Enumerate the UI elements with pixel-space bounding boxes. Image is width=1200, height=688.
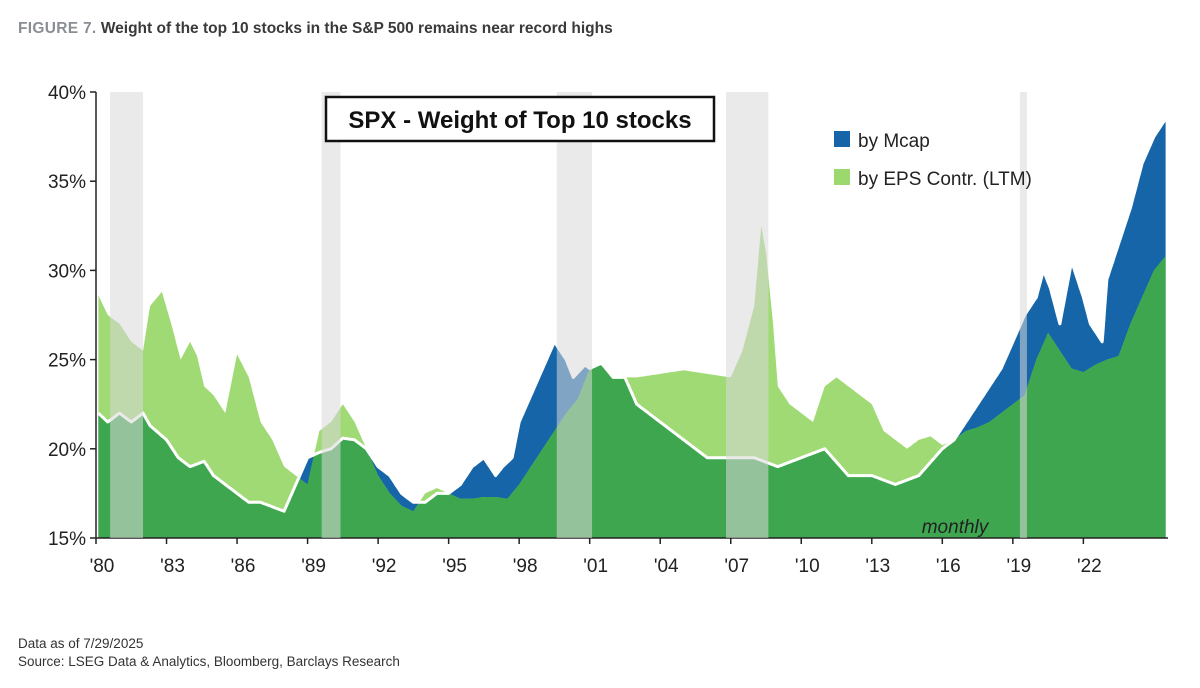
legend-label-mcap: by Mcap — [858, 131, 930, 152]
x-tick-label: '83 — [160, 556, 185, 577]
source-note: Source: LSEG Data & Analytics, Bloomberg… — [18, 654, 400, 669]
x-tick-label: '86 — [231, 556, 256, 577]
data-as-of: Data as of 7/29/2025 — [18, 636, 144, 651]
y-ticks: 15% 20% 25% 30% 35% 40% — [48, 83, 96, 550]
y-tick-label: 40% — [48, 83, 86, 104]
x-ticks: '80 '83 '86 '89 '92 '95 '98 '01 '04 '07 '10 '13 '16 '… — [90, 538, 1102, 577]
recession-band — [321, 92, 341, 538]
y-tick-label: 35% — [48, 172, 86, 193]
x-tick-label: '89 — [301, 556, 326, 577]
x-tick-label: '22 — [1077, 556, 1102, 577]
legend-swatch-eps — [834, 169, 850, 185]
figure-heading: Weight of the top 10 stocks in the S&P 5… — [100, 20, 613, 37]
chart-title-box: SPX - Weight of Top 10 stocks — [324, 95, 716, 143]
x-tick-label: '10 — [795, 556, 820, 577]
legend-label-eps: by EPS Contr. (LTM) — [858, 169, 1032, 190]
recession-band — [110, 92, 144, 538]
x-tick-label: '01 — [583, 556, 608, 577]
x-tick-label: '19 — [1006, 556, 1031, 577]
footnotes: Data as of 7/29/2025 Source: LSEG Data &… — [18, 635, 400, 671]
y-tick-label: 15% — [48, 529, 86, 550]
figure-number: FIGURE 7. — [18, 20, 97, 37]
x-tick-label: '07 — [724, 556, 749, 577]
x-tick-label: '80 — [90, 556, 115, 577]
mcap-boundary-line — [97, 117, 1167, 513]
legend: by Mcap by EPS Contr. (LTM) — [834, 131, 1032, 190]
recession-band — [556, 92, 593, 538]
x-tick-label: '98 — [513, 556, 538, 577]
y-tick-label: 25% — [48, 351, 86, 372]
recession-band — [726, 92, 769, 538]
x-tick-label: '04 — [654, 556, 679, 577]
x-tick-label: '13 — [865, 556, 890, 577]
x-tick-label: '95 — [442, 556, 467, 577]
chart-title: SPX - Weight of Top 10 stocks — [348, 107, 691, 134]
x-tick-label: '92 — [372, 556, 397, 577]
y-tick-label: 30% — [48, 261, 86, 282]
y-tick-label: 20% — [48, 440, 86, 461]
recession-shading — [110, 92, 1027, 538]
x-tick-label: '16 — [936, 556, 961, 577]
legend-swatch-mcap — [834, 131, 850, 147]
figure-title: FIGURE 7. Weight of the top 10 stocks in… — [18, 20, 613, 38]
frequency-annotation: monthly — [922, 517, 990, 538]
recession-band — [1019, 92, 1027, 538]
